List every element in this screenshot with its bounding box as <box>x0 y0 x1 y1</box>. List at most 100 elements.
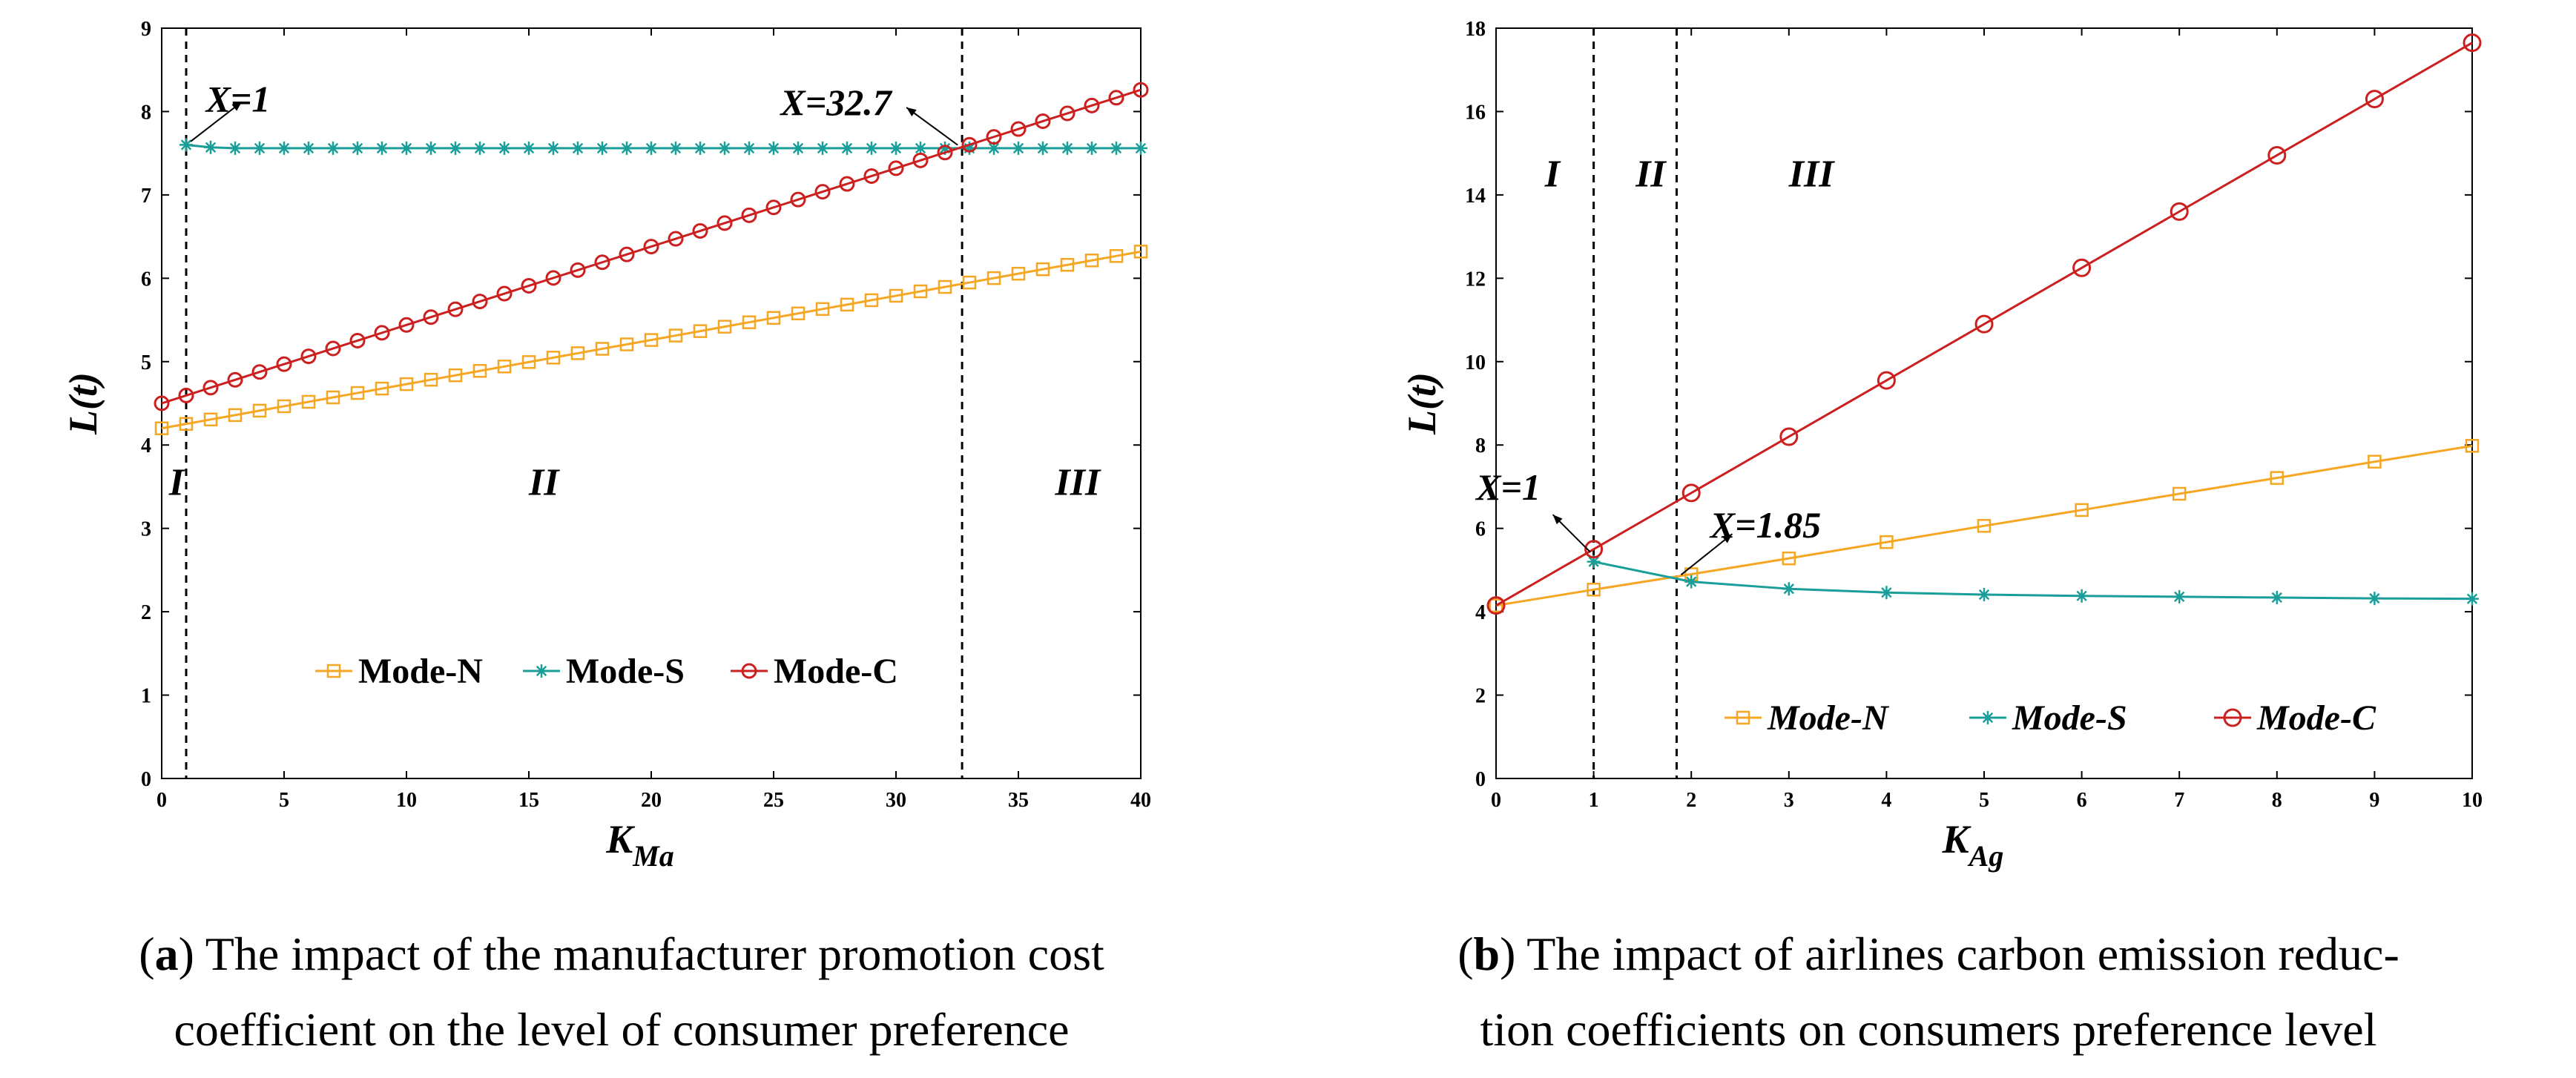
marker-circle <box>398 317 415 333</box>
y-tick-label: 6 <box>141 268 151 291</box>
x-tick-label: 7 <box>2174 789 2184 812</box>
legend: Mode-N Mode-S Mode-C <box>1725 698 2376 738</box>
marker-circle <box>2267 145 2287 165</box>
y-tick-label: 4 <box>141 434 151 457</box>
caption-b-close-paren: ) <box>1500 927 1526 980</box>
legend-label: Mode-S <box>566 652 685 691</box>
marker-circle <box>643 239 659 255</box>
marker-square <box>399 377 414 391</box>
marker-asterisk <box>1880 586 1894 600</box>
caption-b-label: b <box>1474 927 1501 980</box>
marker-square <box>1782 551 1796 566</box>
marker-circle <box>2365 90 2384 109</box>
y-axis-label: L(t) <box>1400 372 1444 435</box>
caption-a-open-paren: ( <box>139 927 154 980</box>
caption-b-text1: The impact of airlines carbon emission r… <box>1526 927 2399 980</box>
marker-square <box>889 288 903 303</box>
marker-asterisk <box>718 141 731 155</box>
marker-square <box>326 390 340 405</box>
marker-asterisk <box>2368 592 2382 606</box>
marker-asterisk <box>694 141 707 155</box>
x-axis-label-main: K <box>605 817 636 862</box>
x-tick-label: 20 <box>641 789 662 812</box>
marker-asterisk <box>1134 141 1147 155</box>
x-tick-label: 3 <box>1784 789 1794 812</box>
x-tick-label: 0 <box>1491 789 1501 812</box>
caption-a-text1: The impact of the manufacturer promotion… <box>205 927 1104 980</box>
marker-circle <box>1486 596 1506 615</box>
marker-circle <box>1133 82 1149 98</box>
marker-square <box>497 360 512 374</box>
marker-asterisk <box>1977 588 1991 602</box>
marker-asterisk <box>302 141 315 155</box>
marker-asterisk <box>2075 589 2089 603</box>
marker-asterisk <box>1981 711 1994 724</box>
x-tick-label: 40 <box>1130 789 1151 812</box>
y-tick-label: 16 <box>1465 101 1486 124</box>
series-mode-n <box>1489 439 2480 612</box>
marker-circle <box>692 222 708 239</box>
marker-circle <box>1010 121 1027 137</box>
marker-circle <box>839 176 855 192</box>
annotation-label: X=1 <box>1475 466 1541 508</box>
series-line <box>1495 444 2473 607</box>
marker-square <box>693 324 708 338</box>
marker-asterisk <box>522 141 536 155</box>
legend-label: Mode-C <box>2256 698 2376 738</box>
region-label: II <box>528 462 560 504</box>
y-tick-label: 2 <box>141 601 151 624</box>
legend-label: Mode-S <box>2012 698 2127 738</box>
marker-circle <box>521 277 537 294</box>
marker-asterisk <box>840 141 854 155</box>
marker-square <box>1060 257 1075 272</box>
annotation-label: X=1.85 <box>1709 504 1821 546</box>
marker-asterisk <box>914 141 927 155</box>
legend-label: Mode-N <box>1767 698 1890 738</box>
marker-circle <box>863 168 880 184</box>
series-mode-n <box>154 245 1148 435</box>
marker-circle <box>937 145 953 161</box>
marker-circle <box>961 136 978 153</box>
marker-asterisk <box>816 141 829 155</box>
x-tick-label: 15 <box>518 789 539 812</box>
marker-square <box>840 297 854 312</box>
y-tick-label: 0 <box>1475 768 1486 791</box>
marker-circle <box>986 129 1002 145</box>
marker-circle <box>496 285 513 302</box>
x-tick-label: 0 <box>157 789 167 812</box>
x-tick-label: 4 <box>1881 789 1891 812</box>
marker-square <box>1133 245 1148 259</box>
series-line <box>161 88 1142 405</box>
marker-square <box>986 271 1001 285</box>
marker-square <box>277 399 291 414</box>
marker-asterisk <box>449 141 462 155</box>
marker-square <box>1489 598 1503 612</box>
marker-square <box>1880 535 1894 549</box>
marker-circle <box>1584 540 1604 559</box>
marker-square <box>570 346 585 360</box>
marker-square <box>644 333 659 347</box>
marker-asterisk <box>228 141 242 155</box>
marker-square <box>1035 262 1050 277</box>
marker-square <box>424 372 438 387</box>
marker-square <box>766 311 781 325</box>
marker-circle <box>227 371 243 388</box>
annotation-arrow-head <box>1722 534 1733 543</box>
x-axis-label: KMa <box>605 817 674 873</box>
y-axis-label: L(t) <box>61 372 105 435</box>
y-tick-label: 8 <box>141 101 151 124</box>
series-mode-c <box>154 82 1149 411</box>
marker-circle <box>717 215 733 231</box>
y-tick-label: 12 <box>1465 268 1486 291</box>
annotation-label: X=32.7 <box>779 82 892 123</box>
marker-asterisk <box>596 141 609 155</box>
marker-square <box>791 306 806 321</box>
marker-square <box>2368 454 2382 469</box>
marker-asterisk <box>987 141 1001 155</box>
caption-a-line2: coefficient on the level of consumer pre… <box>174 1003 1069 1056</box>
marker-circle <box>202 380 219 396</box>
annotation-arrow-head <box>231 102 242 111</box>
annotation-arrow-line <box>190 101 243 142</box>
